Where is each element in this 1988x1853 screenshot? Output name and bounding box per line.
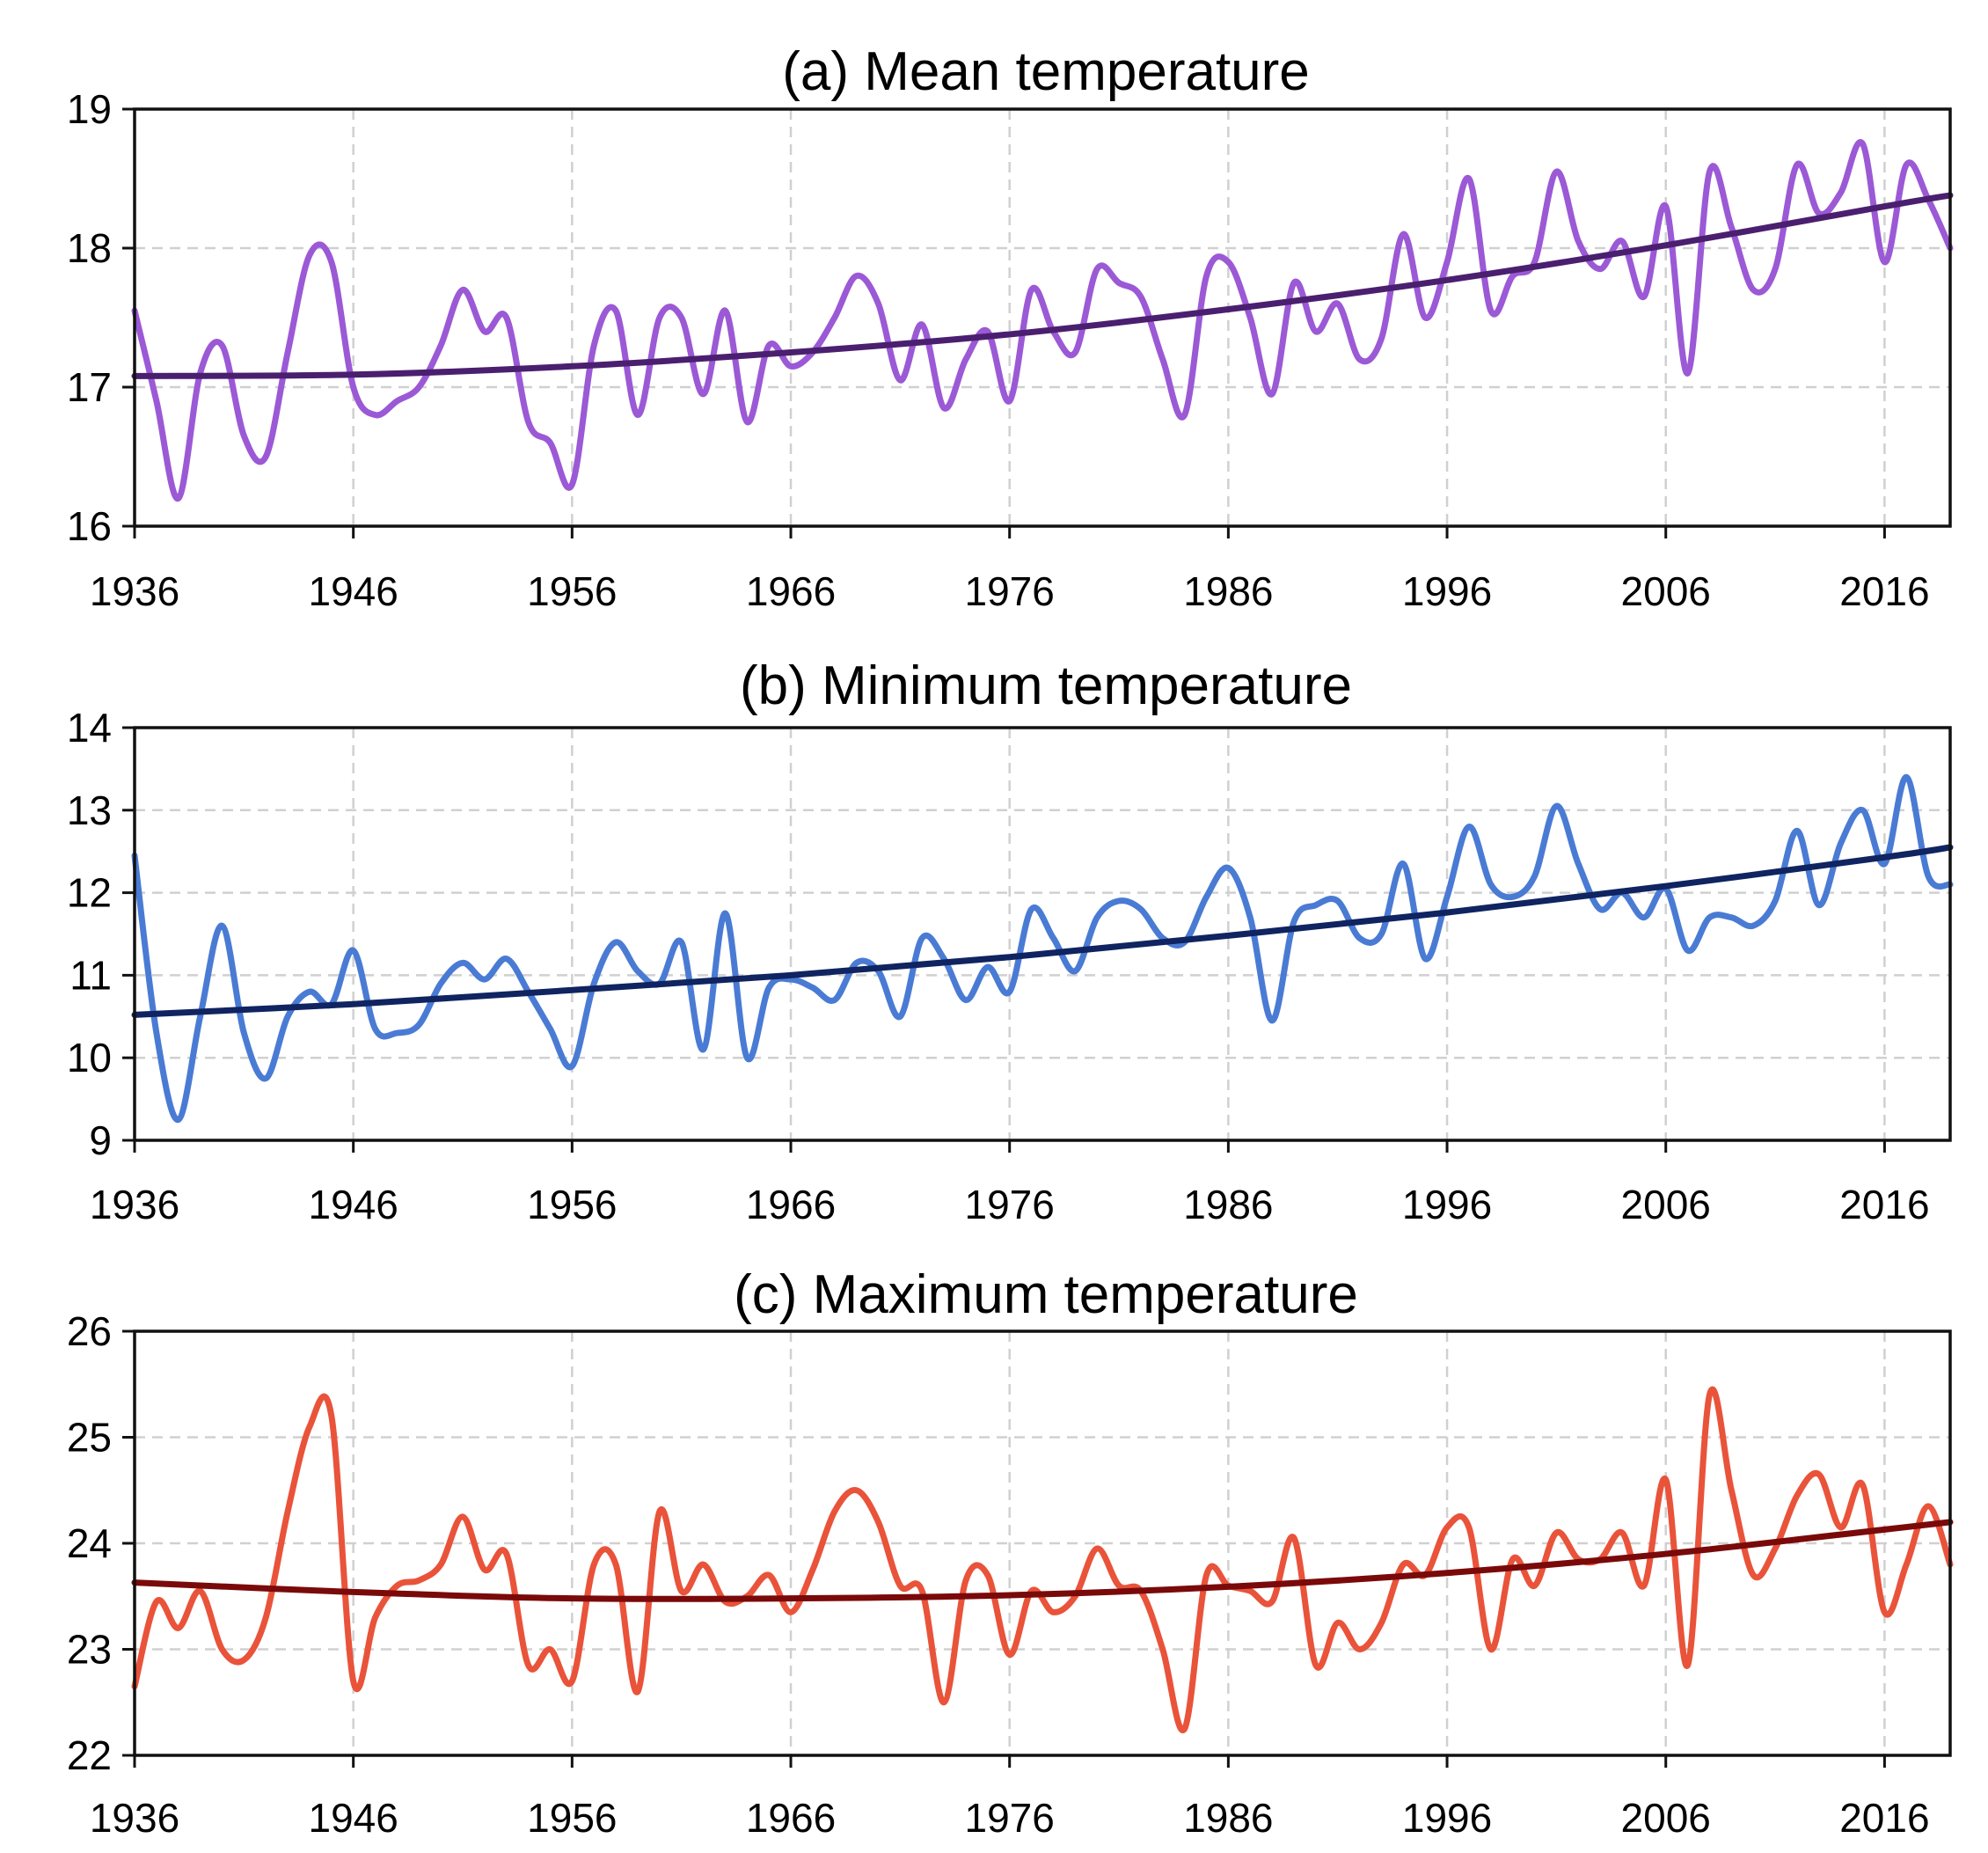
y-tick-label: 24 (67, 1520, 112, 1566)
x-tick-label: 1976 (965, 1795, 1055, 1841)
series-line (131, 773, 1954, 1124)
y-tick-label: 16 (67, 503, 112, 549)
y-tick-label: 23 (67, 1627, 112, 1673)
x-tick-label: 1936 (90, 568, 179, 614)
panel-title: (a) Mean temperature (782, 41, 1310, 102)
x-tick-label: 1976 (965, 1182, 1055, 1227)
x-tick-label: 1956 (527, 1182, 617, 1227)
y-tick-label: 26 (67, 1308, 112, 1354)
y-tick-label: 22 (67, 1732, 112, 1778)
x-tick-label: 2006 (1621, 1795, 1711, 1841)
y-tick-label: 14 (67, 705, 112, 751)
x-tick-label: 1946 (309, 1795, 398, 1841)
x-tick-label: 2016 (1839, 1795, 1929, 1841)
x-tick-label: 1986 (1183, 1182, 1273, 1227)
plot-frame (133, 726, 1952, 1142)
x-tick-label: 1966 (746, 1182, 836, 1227)
y-tick-label: 11 (69, 952, 112, 998)
panel-title: (c) Maximum temperature (734, 1264, 1358, 1325)
x-tick-label: 1986 (1183, 1795, 1273, 1841)
panel-minimum-temperature: 9 10 11 12 13 14 1936 1946 1956 1966 1976 1986 1996 2… (67, 656, 1954, 1227)
y-tick-label: 19 (67, 86, 112, 132)
x-tick-label: 2016 (1839, 1182, 1929, 1227)
x-tick-label: 2006 (1621, 568, 1711, 614)
y-tick-label: 9 (89, 1117, 112, 1163)
x-tick-label: 1946 (309, 568, 398, 614)
x-tick-label: 1996 (1402, 568, 1492, 614)
y-tick-label: 13 (67, 787, 112, 833)
x-tick-label: 1996 (1402, 1795, 1492, 1841)
y-tick-label: 18 (67, 225, 112, 271)
x-tick-label: 1996 (1402, 1182, 1492, 1227)
y-tick-label: 25 (67, 1415, 112, 1461)
x-tick-label: 1956 (527, 568, 617, 614)
y-tick-label: 17 (67, 364, 112, 410)
series-line (131, 1386, 1954, 1734)
x-tick-label: 1986 (1183, 568, 1273, 614)
x-tick-label: 1936 (90, 1182, 179, 1227)
y-tick-label: 12 (67, 870, 112, 916)
trend-line (131, 844, 1954, 1018)
trend-line (131, 1519, 1954, 1602)
plot-frame (133, 107, 1952, 528)
y-tick-label: 10 (67, 1035, 112, 1080)
x-tick-label: 1956 (527, 1795, 617, 1841)
series-line (131, 138, 1954, 502)
x-tick-label: 1966 (746, 1795, 836, 1841)
x-tick-label: 1936 (90, 1795, 179, 1841)
x-tick-label: 2006 (1621, 1182, 1711, 1227)
x-tick-label: 1966 (746, 568, 836, 614)
panel-title: (b) Minimum temperature (740, 656, 1352, 716)
x-tick-label: 1976 (965, 568, 1055, 614)
panel-maximum-temperature: 22 23 24 25 26 1936 1946 1956 1966 1976 1986 1996 20… (67, 1264, 1954, 1841)
trend-line (131, 192, 1954, 379)
x-tick-label: 1946 (309, 1182, 398, 1227)
panel-mean-temperature: 16 17 18 19 1936 1946 1956 1966 1976 1986 1996 2006… (67, 41, 1954, 614)
x-tick-label: 2016 (1839, 568, 1929, 614)
